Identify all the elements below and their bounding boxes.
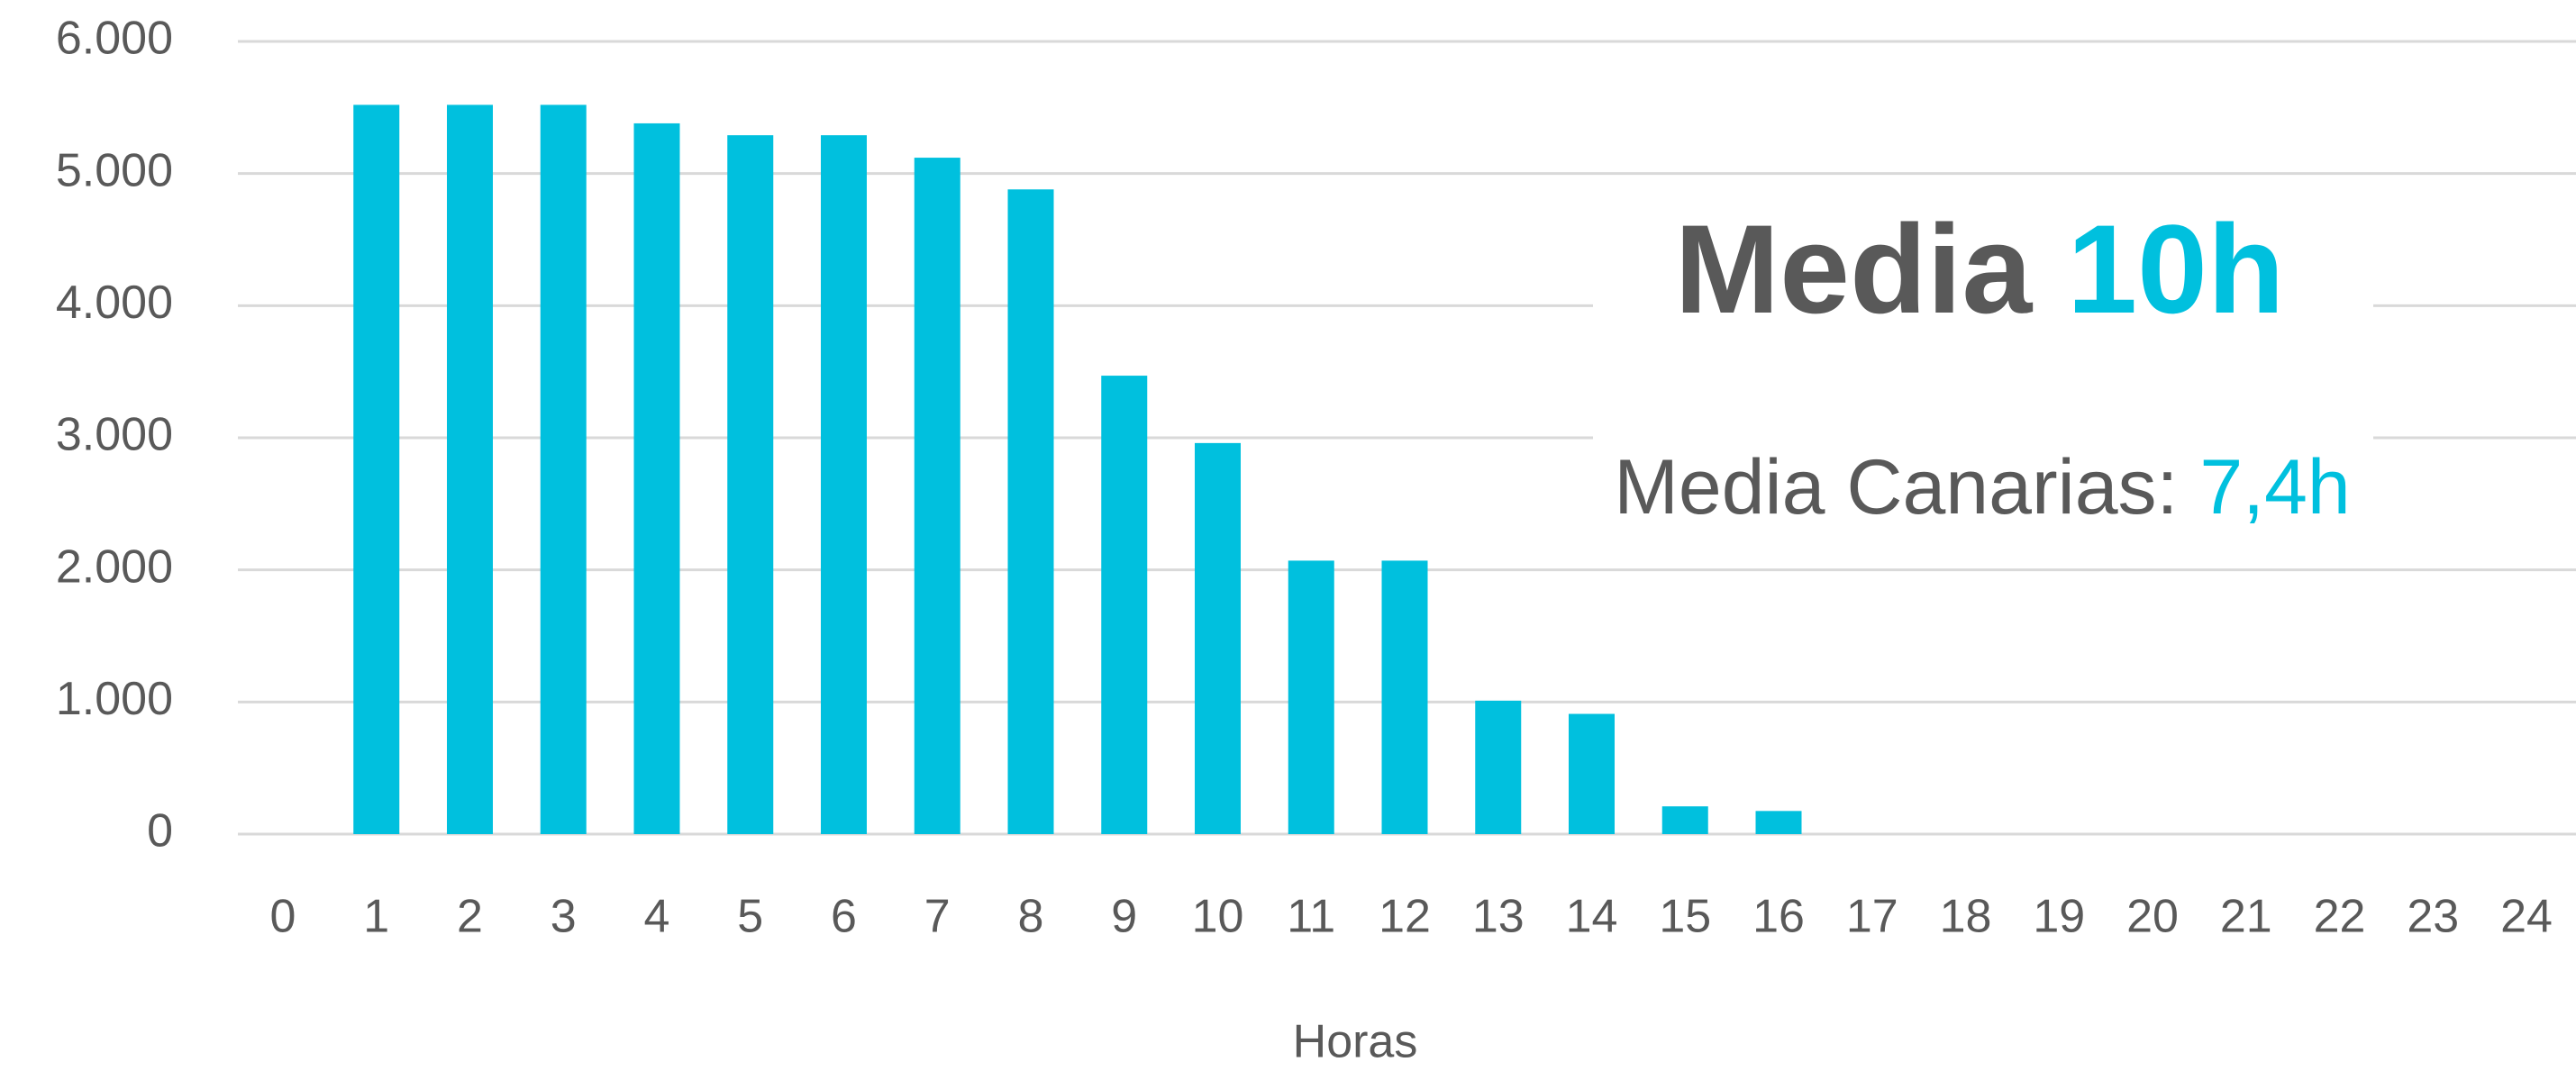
x-tick-label: 21: [2220, 891, 2272, 943]
bar: [1288, 560, 1334, 834]
annotation: Media 10h Media Canarias: 7,4h: [1593, 198, 2373, 531]
x-tick-label: 19: [2033, 891, 2085, 943]
bars: [353, 104, 1802, 835]
x-tick-label: 18: [1940, 891, 1992, 943]
canarias-annotation: Media Canarias: 7,4h: [1614, 444, 2350, 531]
x-tick-label: 20: [2126, 891, 2179, 943]
x-tick-label: 14: [1566, 891, 1618, 943]
y-tick-label: 4.000: [56, 277, 173, 329]
x-tick-label: 6: [831, 891, 857, 943]
x-tick-label: 17: [1846, 891, 1898, 943]
bar: [1381, 560, 1428, 834]
bar: [1195, 442, 1241, 834]
y-tick-label: 0: [147, 805, 173, 858]
bar: [1101, 376, 1148, 834]
y-tick-label: 5.000: [56, 144, 173, 196]
bar: [821, 135, 867, 835]
bar: [353, 104, 400, 834]
x-tick-label: 24: [2500, 891, 2553, 943]
average-annotation: Media 10h: [1675, 198, 2285, 340]
bar: [633, 123, 680, 834]
x-tick-label: 0: [270, 891, 296, 943]
x-tick-label: 4: [644, 891, 670, 943]
x-tick-label: 5: [737, 891, 763, 943]
x-tick-label: 22: [2314, 891, 2366, 943]
x-tick-label: 11: [1287, 891, 1335, 943]
x-tick-label: 2: [457, 891, 483, 943]
x-axis-label: Horas: [1293, 1016, 1418, 1068]
x-tick-label: 13: [1472, 891, 1525, 943]
x-tick-label: 1: [363, 891, 389, 943]
canarias-value: 7,4h: [2199, 444, 2350, 531]
bar: [447, 104, 493, 834]
bar: [727, 135, 774, 835]
y-tick-label: 3.000: [56, 409, 173, 461]
bar: [540, 104, 587, 834]
x-tick-label: 10: [1192, 891, 1244, 943]
x-tick-label: 23: [2407, 891, 2459, 943]
y-tick-label: 6.000: [56, 13, 173, 65]
x-tick-label: 9: [1111, 891, 1137, 943]
bar: [914, 158, 960, 835]
bar: [1755, 811, 1802, 834]
y-tick-label: 2.000: [56, 540, 173, 593]
average-label: Media: [1675, 198, 2034, 340]
bar: [1661, 806, 1708, 834]
bar: [1007, 189, 1054, 834]
x-tick-label: 12: [1379, 891, 1431, 943]
canarias-label: Media Canarias:: [1614, 444, 2178, 531]
y-tick-label: 1.000: [56, 673, 173, 725]
bar: [1475, 700, 1522, 834]
annotation-background: [1593, 225, 2373, 495]
bar: [1569, 713, 1615, 834]
x-tick-label: 7: [924, 891, 951, 943]
average-value: 10h: [2067, 198, 2284, 340]
x-tick-label: 8: [1018, 891, 1044, 943]
x-tick-label: 16: [1752, 891, 1805, 943]
x-tick-label: 15: [1659, 891, 1711, 943]
x-tick-label: 3: [551, 891, 577, 943]
